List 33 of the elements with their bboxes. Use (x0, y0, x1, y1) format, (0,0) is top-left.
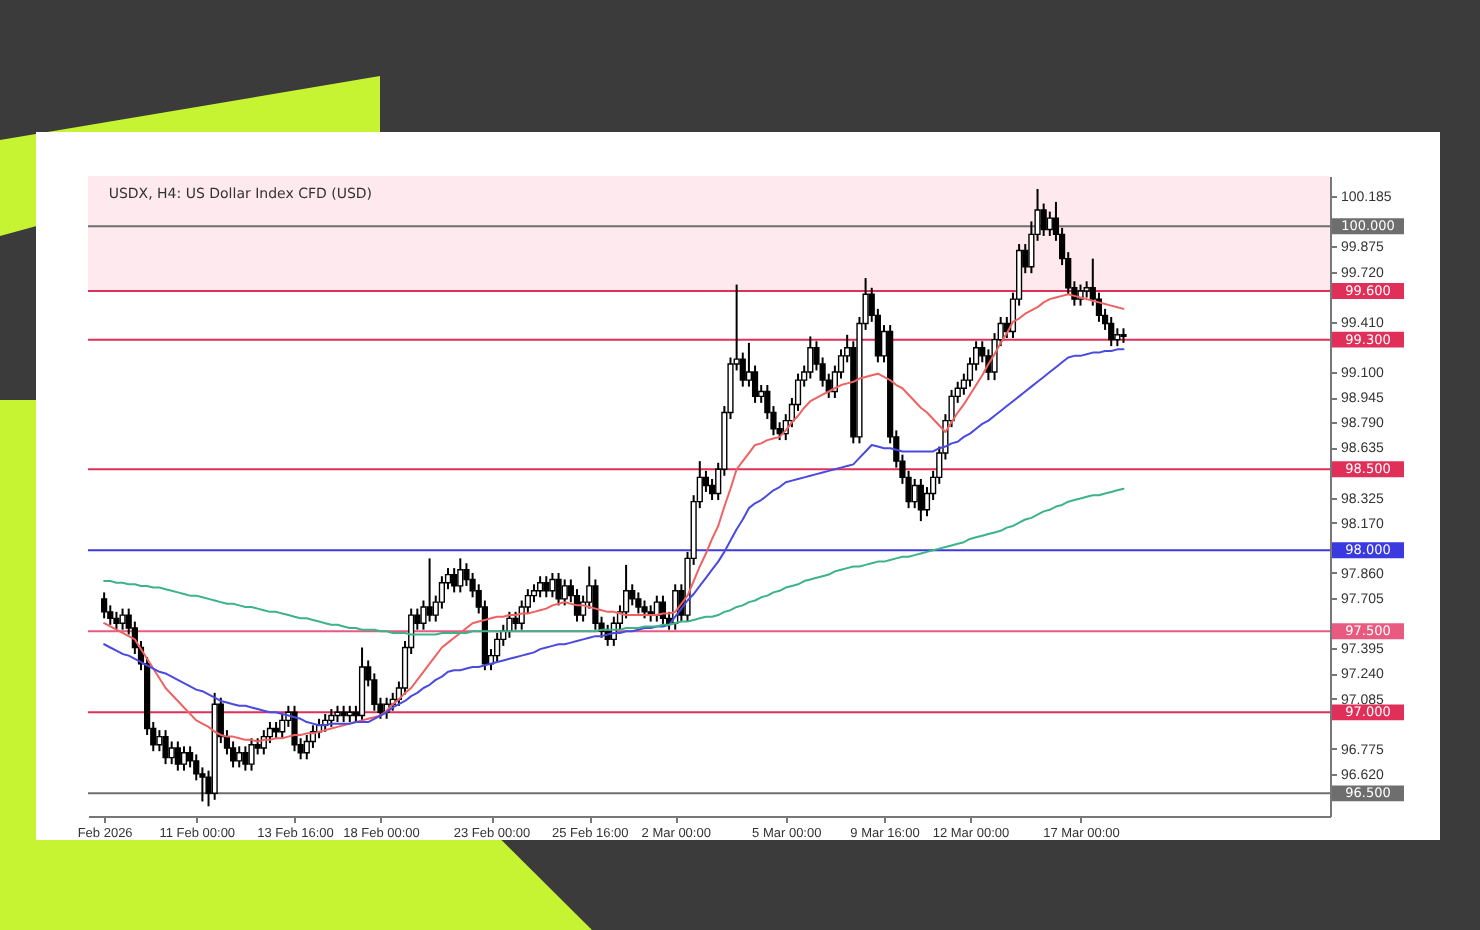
candlestick (303, 733, 310, 761)
candlestick (426, 557, 433, 623)
candlestick (494, 631, 501, 664)
candlestick (629, 583, 636, 607)
candlestick (635, 591, 642, 615)
candlestick (457, 557, 464, 594)
candlestick (506, 610, 513, 639)
candlestick (555, 571, 562, 607)
candlestick (653, 594, 660, 623)
candlestick (911, 477, 918, 510)
candlestick (236, 745, 243, 769)
candlestick (242, 745, 249, 772)
candlestick (708, 477, 716, 502)
candlestick (248, 737, 255, 772)
candlestick (659, 594, 667, 626)
candlestick (119, 607, 126, 631)
candlestick (174, 740, 181, 772)
candlestick (1046, 210, 1053, 237)
candlestick (101, 591, 108, 620)
candlestick (451, 567, 458, 594)
candlestick (1040, 202, 1047, 237)
candlestick (168, 740, 175, 766)
candlestick (543, 575, 550, 599)
candlestick (1108, 315, 1115, 348)
candlestick (156, 729, 163, 753)
candlestick (917, 477, 924, 523)
candlestick (537, 575, 544, 599)
candlestick (549, 571, 556, 599)
candlestick (180, 745, 188, 772)
candlestick (162, 729, 169, 766)
candlestick (561, 578, 568, 607)
candlestick (279, 712, 286, 740)
candlestick (807, 335, 814, 380)
